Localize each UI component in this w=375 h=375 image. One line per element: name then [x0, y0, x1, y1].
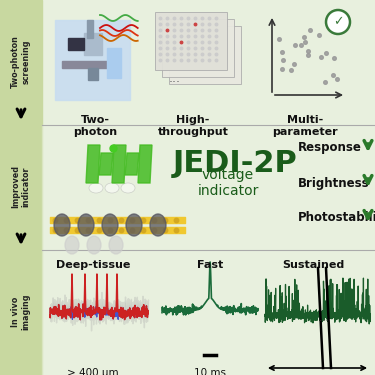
Text: Photostability: Photostability	[298, 211, 375, 225]
Polygon shape	[86, 145, 100, 183]
Ellipse shape	[87, 236, 101, 254]
Point	[305, 52, 311, 58]
Text: > 400 μm: > 400 μm	[67, 368, 119, 375]
Bar	[68, 38, 84, 50]
Ellipse shape	[121, 183, 135, 193]
Bar	[169, 26, 241, 84]
Bar	[55, 20, 130, 100]
Polygon shape	[138, 145, 152, 183]
Text: Response: Response	[298, 141, 362, 154]
Ellipse shape	[65, 236, 79, 254]
Text: ✓: ✓	[333, 15, 343, 28]
Point	[280, 57, 286, 63]
Text: ...: ...	[169, 72, 181, 84]
Text: Deep-tissue: Deep-tissue	[56, 260, 130, 270]
Polygon shape	[112, 145, 126, 183]
Point	[331, 55, 337, 61]
Ellipse shape	[105, 183, 119, 193]
Point	[276, 36, 282, 42]
Text: Two-photon
screening: Two-photon screening	[11, 36, 31, 88]
Text: 10 ms: 10 ms	[194, 368, 226, 375]
Point	[323, 50, 329, 56]
Bar	[162, 19, 234, 77]
Polygon shape	[99, 153, 113, 175]
Text: Brightness: Brightness	[298, 177, 370, 189]
Text: ...: ...	[318, 313, 329, 323]
Point	[302, 39, 308, 45]
Text: Sustained: Sustained	[282, 260, 344, 270]
Point	[322, 79, 328, 85]
Bar	[84, 33, 102, 55]
Point	[298, 42, 304, 48]
Point	[334, 76, 340, 82]
Ellipse shape	[102, 214, 118, 236]
Bar	[107, 48, 121, 78]
Circle shape	[326, 10, 350, 34]
Text: Multi-
parameter: Multi- parameter	[272, 115, 338, 136]
Bar	[42, 250, 375, 375]
Text: Improved
indicator: Improved indicator	[11, 165, 31, 208]
Point	[305, 48, 311, 54]
Text: Two-
photon: Two- photon	[73, 115, 117, 136]
Ellipse shape	[54, 214, 70, 236]
Point	[292, 42, 298, 48]
Point	[288, 68, 294, 74]
Ellipse shape	[89, 183, 103, 193]
Bar	[62, 61, 114, 68]
Point	[291, 61, 297, 67]
Text: In vivo
imaging: In vivo imaging	[11, 294, 31, 330]
Text: JEDI-2P: JEDI-2P	[172, 148, 297, 177]
Text: High-
throughput: High- throughput	[158, 115, 228, 136]
Polygon shape	[125, 153, 139, 175]
Ellipse shape	[126, 214, 142, 236]
Ellipse shape	[150, 214, 166, 236]
Point	[301, 33, 307, 39]
Point	[318, 54, 324, 60]
Bar	[0, 0, 42, 375]
Text: Fast: Fast	[197, 260, 223, 270]
Text: voltage
indicator: voltage indicator	[197, 168, 259, 198]
Point	[279, 49, 285, 55]
Point	[316, 32, 322, 38]
Bar	[88, 68, 98, 80]
Point	[279, 66, 285, 72]
Ellipse shape	[78, 214, 94, 236]
Point	[330, 72, 336, 78]
Bar	[42, 125, 375, 250]
Bar	[87, 20, 93, 38]
Point	[307, 27, 313, 33]
Bar	[155, 12, 227, 70]
Ellipse shape	[109, 236, 123, 254]
